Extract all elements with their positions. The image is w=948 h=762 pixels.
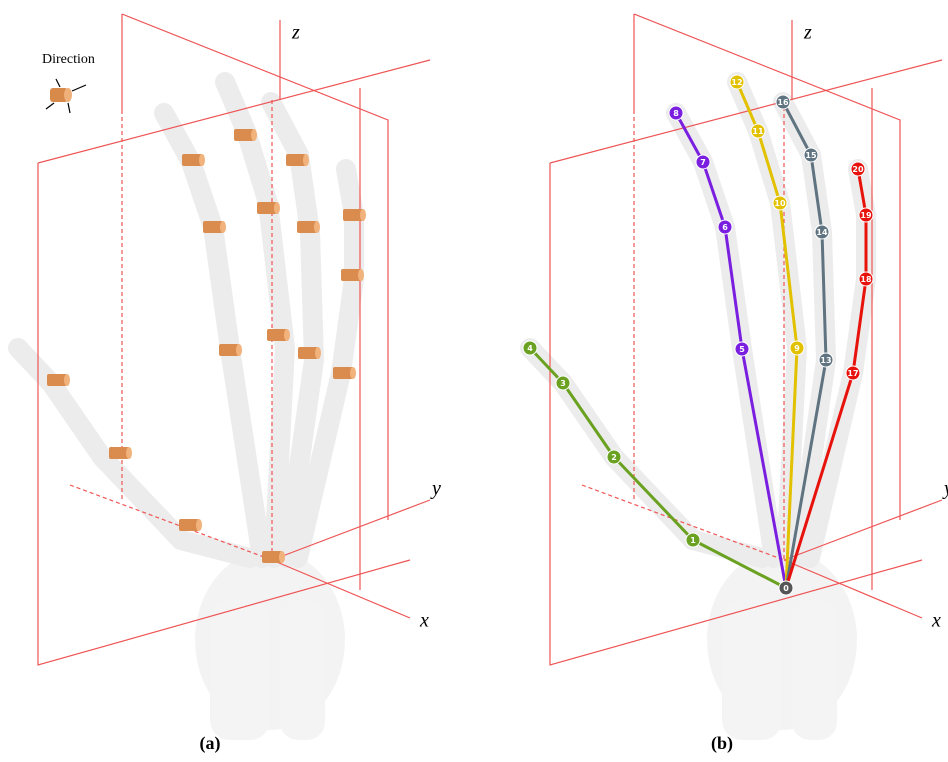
joint-cylinder-cap (284, 329, 290, 341)
panel-a: z y x (18, 14, 441, 740)
direction-icon (46, 79, 86, 113)
axis-label: y (942, 478, 948, 500)
keypoint-label: 9 (794, 344, 800, 353)
keypoint-label: 5 (739, 345, 745, 354)
figure: zyx zyx01234567891011121314151617181920 … (0, 0, 948, 762)
keypoint-label: 6 (722, 223, 728, 232)
direction-label: Direction (42, 52, 95, 67)
axis-label: x (931, 610, 941, 632)
joint-cylinder-cap (220, 221, 226, 233)
panel-b: zyx01234567891011121314151617181920 (523, 14, 948, 740)
forearm-bone (722, 600, 782, 740)
keypoint-label: 17 (847, 369, 858, 378)
forearm-bone (280, 600, 325, 740)
keypoint-label: 14 (816, 228, 828, 237)
joint-cylinder-cap (358, 269, 364, 281)
bone (164, 113, 262, 558)
keypoint-label: 16 (777, 98, 789, 107)
joint-cylinder-cap (126, 447, 132, 459)
joint-cylinder-cap (303, 154, 309, 166)
keypoint-label: 11 (752, 127, 764, 136)
keypoint-label: 20 (852, 165, 864, 174)
joint-cylinder-cap (274, 202, 280, 214)
keypoint-label: 19 (860, 211, 872, 220)
keypoint-label: 3 (560, 379, 566, 388)
joint-cylinder-cap (196, 519, 202, 531)
keypoint-label: 15 (805, 151, 817, 160)
keypoint-label: 13 (820, 356, 831, 365)
joint-cylinder-cap (314, 221, 320, 233)
forearm-bone (792, 600, 837, 740)
bone (676, 113, 774, 558)
keypoint-label: 4 (527, 344, 533, 353)
joint-cylinder-cap (315, 347, 321, 359)
joint-cylinder-cap (279, 551, 285, 563)
keypoint-label: 7 (700, 158, 706, 167)
keypoint-label: 12 (731, 78, 742, 87)
axis-label: y (430, 478, 441, 500)
forearm-bone (210, 600, 270, 740)
axis-label: x (419, 610, 429, 632)
axis-label: z (803, 22, 812, 44)
keypoint-label: 18 (860, 275, 872, 284)
joint-cylinder-cap (236, 344, 242, 356)
joint-cylinder-cap (360, 209, 366, 221)
joint-cylinder-cap (350, 367, 356, 379)
caption-a: (a) (200, 733, 221, 754)
joint-cylinder-cap (251, 129, 257, 141)
keypoint-label: 0 (783, 584, 789, 593)
axis-label: z (291, 22, 300, 44)
caption-b: (b) (711, 733, 733, 754)
keypoint-label: 10 (774, 199, 786, 208)
joint-cylinder-cap (64, 374, 70, 386)
keypoint-label: 8 (673, 109, 679, 118)
keypoint-label: 1 (690, 536, 696, 545)
joint-cylinder-cap (199, 154, 205, 166)
keypoint-label: 2 (611, 453, 617, 462)
